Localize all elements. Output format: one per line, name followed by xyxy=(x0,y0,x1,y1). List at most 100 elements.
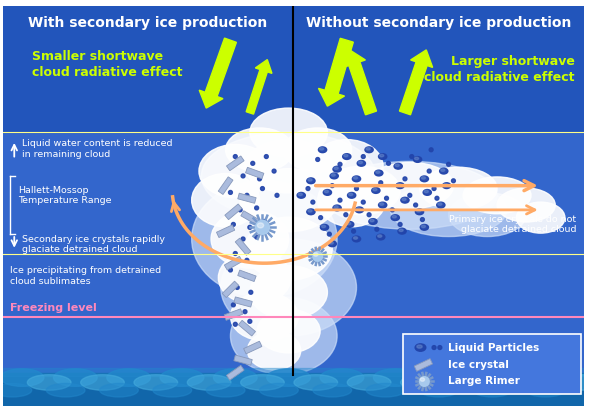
Ellipse shape xyxy=(229,190,232,194)
Ellipse shape xyxy=(391,183,507,236)
Ellipse shape xyxy=(415,209,424,215)
Ellipse shape xyxy=(352,176,361,182)
Ellipse shape xyxy=(322,225,326,227)
Ellipse shape xyxy=(308,210,312,212)
Ellipse shape xyxy=(386,162,391,165)
Ellipse shape xyxy=(396,183,404,189)
Ellipse shape xyxy=(249,290,253,294)
Ellipse shape xyxy=(107,369,151,386)
Ellipse shape xyxy=(401,197,409,203)
Ellipse shape xyxy=(451,179,455,183)
Text: cloud radiative effect: cloud radiative effect xyxy=(32,66,182,80)
FancyArrow shape xyxy=(199,38,236,108)
Ellipse shape xyxy=(323,190,332,195)
Ellipse shape xyxy=(366,384,405,397)
Ellipse shape xyxy=(391,208,394,212)
Ellipse shape xyxy=(238,208,242,212)
Ellipse shape xyxy=(429,148,433,152)
Ellipse shape xyxy=(347,192,356,198)
Ellipse shape xyxy=(250,266,328,319)
Ellipse shape xyxy=(438,203,442,205)
Ellipse shape xyxy=(230,292,298,341)
Ellipse shape xyxy=(427,369,470,386)
Ellipse shape xyxy=(328,241,337,247)
Ellipse shape xyxy=(160,369,204,386)
Ellipse shape xyxy=(260,384,298,397)
Ellipse shape xyxy=(272,169,276,173)
Ellipse shape xyxy=(329,241,334,244)
Ellipse shape xyxy=(232,303,235,307)
Ellipse shape xyxy=(320,225,329,230)
Ellipse shape xyxy=(376,171,380,173)
Ellipse shape xyxy=(410,154,413,159)
Ellipse shape xyxy=(497,188,555,222)
Ellipse shape xyxy=(380,154,384,157)
Ellipse shape xyxy=(311,200,315,204)
Ellipse shape xyxy=(260,187,265,190)
Ellipse shape xyxy=(392,215,397,218)
Ellipse shape xyxy=(313,252,323,261)
Ellipse shape xyxy=(318,173,386,227)
Ellipse shape xyxy=(316,157,320,162)
Ellipse shape xyxy=(314,253,318,256)
Ellipse shape xyxy=(256,220,269,234)
Ellipse shape xyxy=(28,375,71,390)
Ellipse shape xyxy=(424,190,428,193)
Ellipse shape xyxy=(361,154,365,159)
Ellipse shape xyxy=(245,217,332,280)
Ellipse shape xyxy=(379,181,383,185)
Ellipse shape xyxy=(325,190,328,193)
Ellipse shape xyxy=(533,369,577,386)
Ellipse shape xyxy=(463,177,531,214)
Ellipse shape xyxy=(432,187,436,190)
Ellipse shape xyxy=(232,222,235,226)
Ellipse shape xyxy=(441,169,445,171)
Ellipse shape xyxy=(265,154,268,159)
Ellipse shape xyxy=(257,309,320,353)
Text: Liquid water content is reduced
in remaining cloud: Liquid water content is reduced in remai… xyxy=(22,139,173,159)
Ellipse shape xyxy=(338,162,342,166)
Ellipse shape xyxy=(235,286,239,289)
Ellipse shape xyxy=(365,147,373,153)
Ellipse shape xyxy=(243,274,247,278)
Ellipse shape xyxy=(372,187,380,193)
Ellipse shape xyxy=(419,384,458,397)
Ellipse shape xyxy=(370,219,374,222)
Text: Freezing level: Freezing level xyxy=(10,303,97,313)
Ellipse shape xyxy=(397,183,401,186)
Ellipse shape xyxy=(379,154,387,159)
Ellipse shape xyxy=(297,192,305,198)
Ellipse shape xyxy=(153,384,191,397)
Ellipse shape xyxy=(432,346,436,349)
Ellipse shape xyxy=(80,375,124,390)
Ellipse shape xyxy=(187,375,231,390)
FancyBboxPatch shape xyxy=(225,204,242,220)
Ellipse shape xyxy=(361,200,365,204)
Ellipse shape xyxy=(421,218,424,222)
Ellipse shape xyxy=(331,184,334,187)
FancyBboxPatch shape xyxy=(234,355,252,365)
FancyBboxPatch shape xyxy=(224,309,242,320)
Ellipse shape xyxy=(247,331,301,370)
Ellipse shape xyxy=(241,375,284,390)
Ellipse shape xyxy=(353,237,358,239)
Ellipse shape xyxy=(443,183,448,186)
Ellipse shape xyxy=(254,235,259,239)
FancyBboxPatch shape xyxy=(218,177,233,194)
Ellipse shape xyxy=(306,187,310,190)
Ellipse shape xyxy=(230,297,337,375)
FancyBboxPatch shape xyxy=(241,211,259,225)
Ellipse shape xyxy=(420,225,428,230)
Ellipse shape xyxy=(333,205,341,211)
Ellipse shape xyxy=(374,170,383,176)
Ellipse shape xyxy=(267,369,310,386)
Ellipse shape xyxy=(526,384,565,397)
Ellipse shape xyxy=(446,162,451,166)
FancyBboxPatch shape xyxy=(222,281,239,297)
Ellipse shape xyxy=(245,140,332,193)
Ellipse shape xyxy=(423,190,431,195)
Ellipse shape xyxy=(241,237,245,241)
Ellipse shape xyxy=(379,202,387,208)
Ellipse shape xyxy=(257,177,262,181)
Ellipse shape xyxy=(391,215,400,220)
